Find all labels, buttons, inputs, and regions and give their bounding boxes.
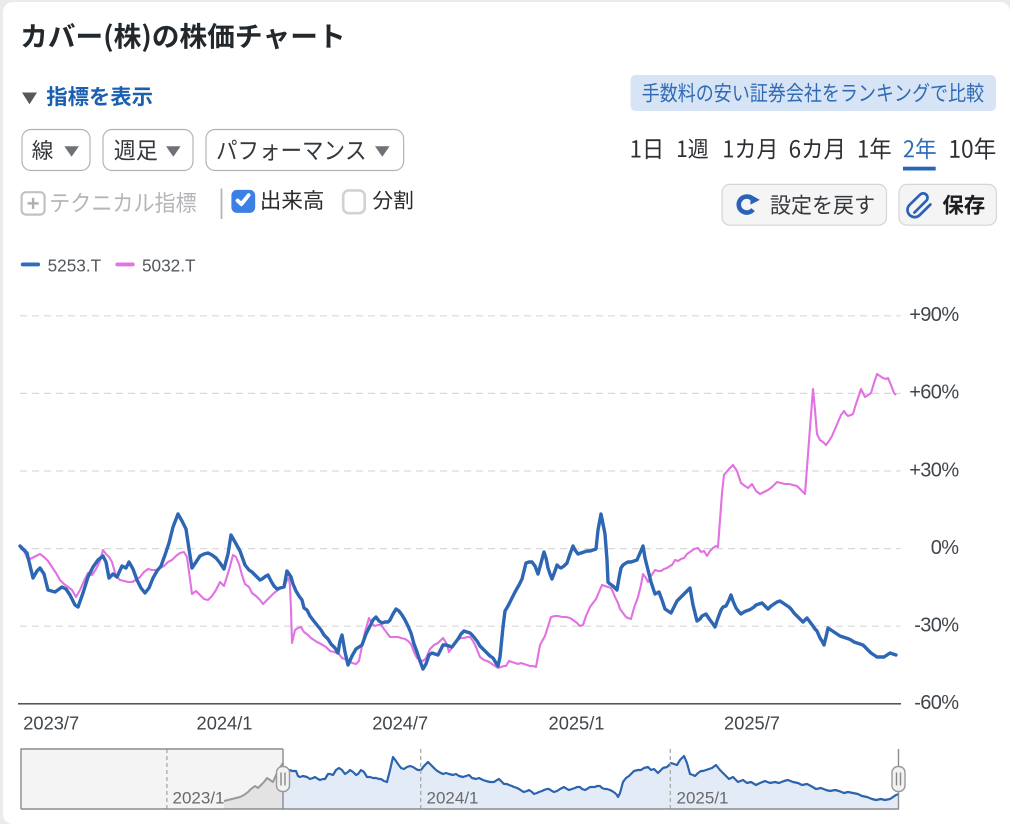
svg-text:5253.T: 5253.T: [48, 255, 102, 275]
svg-text:0%: 0%: [931, 537, 960, 559]
svg-text:-30%: -30%: [914, 615, 959, 637]
svg-text:5032.T: 5032.T: [142, 255, 196, 275]
svg-text:2025/7: 2025/7: [724, 713, 780, 734]
svg-text:2025/1: 2025/1: [677, 789, 729, 808]
svg-text:2024/1: 2024/1: [427, 789, 479, 808]
svg-text:+90%: +90%: [909, 304, 959, 326]
svg-text:2024/7: 2024/7: [372, 713, 428, 734]
svg-text:+30%: +30%: [909, 459, 959, 481]
svg-text:-60%: -60%: [914, 692, 959, 714]
svg-text:2024/1: 2024/1: [197, 713, 253, 734]
svg-text:2023/7: 2023/7: [23, 713, 79, 734]
svg-text:2023/1: 2023/1: [173, 789, 225, 808]
svg-text:+60%: +60%: [909, 382, 959, 404]
svg-text:2025/1: 2025/1: [549, 713, 605, 734]
